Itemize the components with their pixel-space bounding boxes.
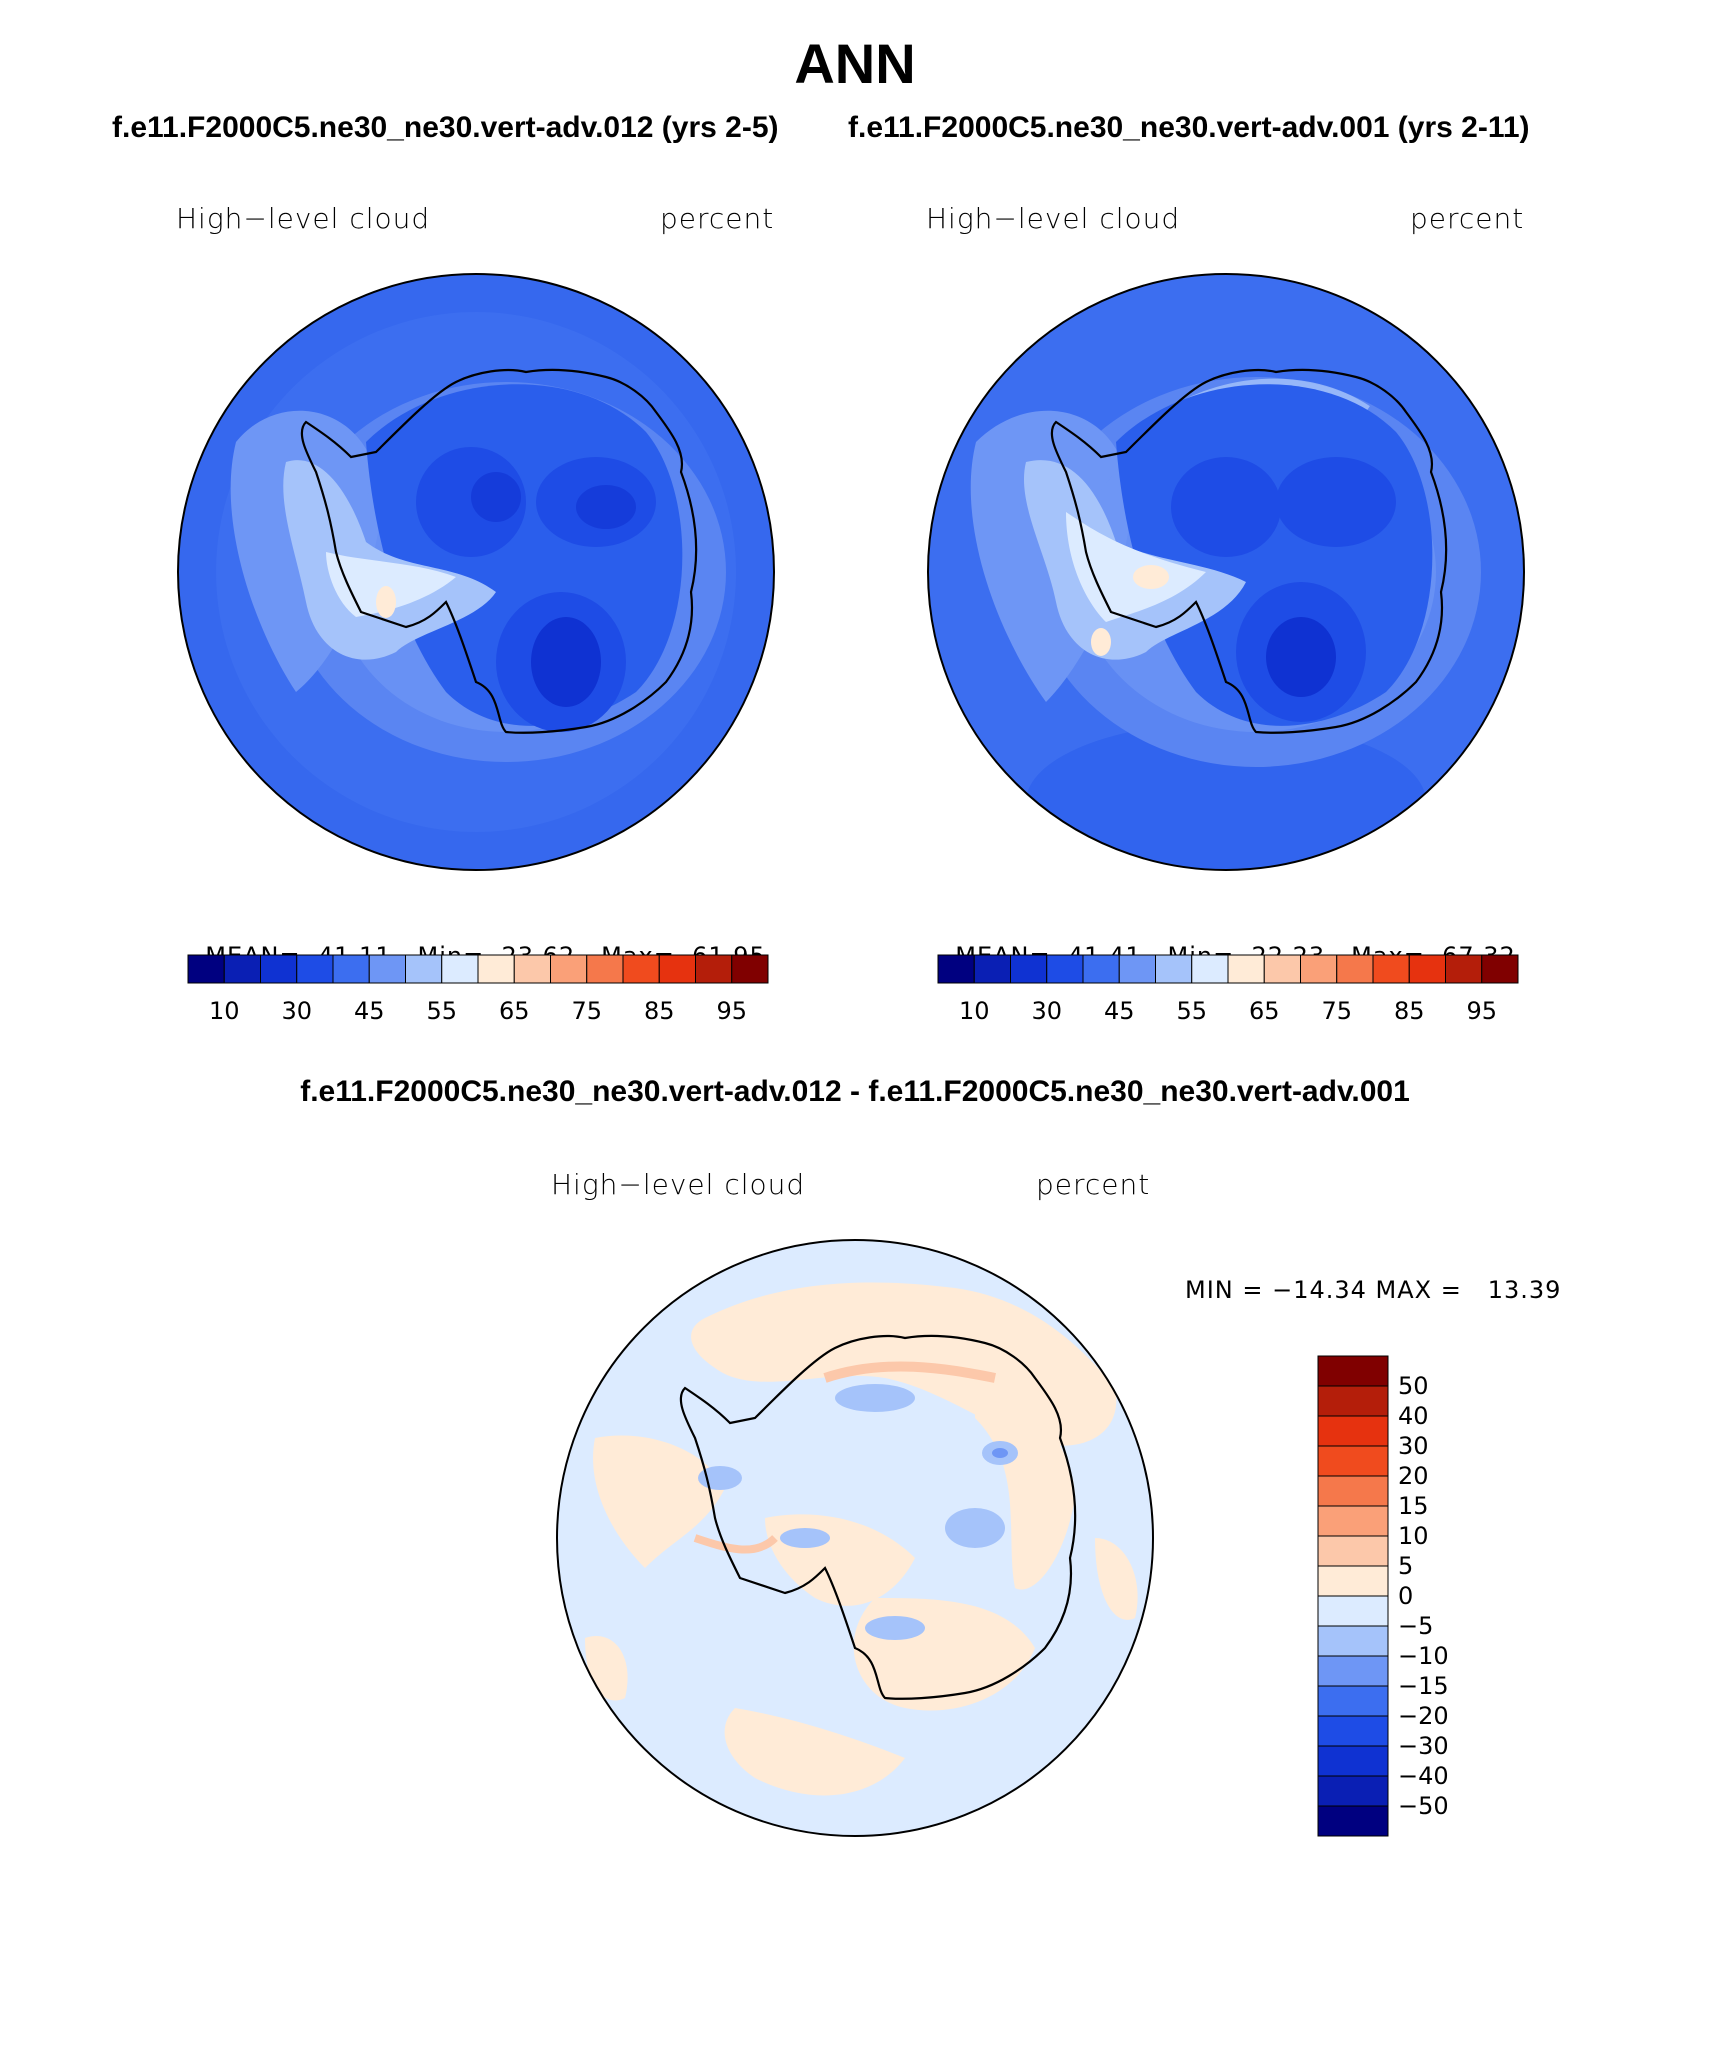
panel-1-polar-map — [177, 273, 775, 871]
panel-2-colorbar-swatch — [1300, 954, 1338, 984]
diff-variable-label: High−level cloud — [551, 1168, 806, 1201]
diff-colorbar-tick-label: 15 — [1398, 1492, 1429, 1520]
diff-minmax: MIN = −14.34 MAX = 13.39 — [1185, 1276, 1562, 1304]
diff-title: f.e11.F2000C5.ne30_ne30.vert-adv.012 - f… — [300, 1075, 1410, 1108]
diff-colorbar-swatch — [1317, 1805, 1389, 1837]
panel-1-colorbar-tick-label: 85 — [644, 997, 675, 1025]
panel-1-colorbar-swatch — [477, 954, 515, 984]
panel-1-colorbar-swatch — [405, 954, 443, 984]
diff-colorbar-swatch — [1317, 1505, 1389, 1537]
panel-1-colorbar-swatch — [731, 954, 769, 984]
panel-2-colorbar-swatch — [973, 954, 1011, 984]
diff-colorbar-tick-label: −20 — [1398, 1702, 1449, 1730]
diff-colorbar-swatch — [1317, 1565, 1389, 1597]
panel-2-colorbar-swatch — [1445, 954, 1483, 984]
panel-2-colorbar-swatch — [1227, 954, 1265, 984]
diff-units-label: percent — [1036, 1168, 1151, 1201]
panel-2-colorbar-swatch — [1118, 954, 1156, 984]
panel-1-colorbar-swatch — [586, 954, 624, 984]
diff-colorbar-tick-label: 20 — [1398, 1462, 1429, 1490]
panel-1-colorbar-swatch — [260, 954, 298, 984]
panel-2-colorbar-swatch — [1481, 954, 1519, 984]
panel-2-colorbar-swatch — [1191, 954, 1229, 984]
diff-colorbar-tick-label: −10 — [1398, 1642, 1449, 1670]
panel-2-units-label: percent — [1410, 202, 1525, 235]
panel-1-colorbar-tick-label: 65 — [499, 997, 530, 1025]
panel-1-colorbar-tick-label: 45 — [354, 997, 385, 1025]
panel-2-polar-map — [927, 273, 1525, 871]
panel-1-colorbar-swatch — [187, 954, 225, 984]
diff-polar-map — [556, 1239, 1154, 1837]
diff-colorbar-swatch — [1317, 1625, 1389, 1657]
panel-1-colorbar-swatch — [622, 954, 660, 984]
panel-2-colorbar-swatch — [1408, 954, 1446, 984]
panel-2-colorbar-tick-label: 95 — [1466, 997, 1497, 1025]
diff-colorbar-swatch — [1317, 1745, 1389, 1777]
diff-colorbar-swatch — [1317, 1415, 1389, 1447]
diff-colorbar-tick-label: −50 — [1398, 1792, 1449, 1820]
panel-1-colorbar-tick-label: 95 — [716, 997, 747, 1025]
panel-1-colorbar-swatch — [296, 954, 334, 984]
panel-1-variable-label: High−level cloud — [176, 202, 431, 235]
diff-colorbar-swatch — [1317, 1715, 1389, 1747]
panel-1-colorbar-swatch — [441, 954, 479, 984]
diff-colorbar-swatch — [1317, 1655, 1389, 1687]
panel-2-colorbar-swatch — [1336, 954, 1374, 984]
panel-2-colorbar-tick-label: 30 — [1031, 997, 1062, 1025]
panel-2-colorbar-swatch — [1010, 954, 1048, 984]
diff-colorbar-swatch — [1317, 1475, 1389, 1507]
panel-2-colorbar-swatch — [1082, 954, 1120, 984]
panel-2-colorbar-tick-label: 85 — [1394, 997, 1425, 1025]
panel-2-variable-label: High−level cloud — [926, 202, 1181, 235]
panel-2-colorbar-tick-label: 65 — [1249, 997, 1280, 1025]
diff-colorbar-tick-label: 40 — [1398, 1402, 1429, 1430]
panel-1-colorbar-swatch — [550, 954, 588, 984]
panel-2-colorbar-tick-label: 75 — [1321, 997, 1352, 1025]
panel-2-colorbar-tick-label: 10 — [959, 997, 990, 1025]
main-title: ANN — [794, 32, 916, 95]
panel-1-colorbar-tick-label: 30 — [281, 997, 312, 1025]
panel-2-colorbar-tick-label: 55 — [1176, 997, 1207, 1025]
panel-1-colorbar-swatch — [658, 954, 696, 984]
panel-2-colorbar-tick-label: 45 — [1104, 997, 1135, 1025]
panel-1-colorbar-tick-label: 75 — [571, 997, 602, 1025]
panel-1-colorbar-tick-label: 10 — [209, 997, 240, 1025]
panel-1-colorbar-swatch — [223, 954, 261, 984]
panel-1-colorbar-swatch — [513, 954, 551, 984]
diff-colorbar-swatch — [1317, 1775, 1389, 1807]
panel-2-colorbar-swatch — [1372, 954, 1410, 984]
panel-1-units-label: percent — [660, 202, 775, 235]
diff-colorbar-tick-label: 50 — [1398, 1372, 1429, 1400]
panel-2-colorbar-swatch — [1046, 954, 1084, 984]
panel-1-colorbar-swatch — [332, 954, 370, 984]
diff-colorbar-swatch — [1317, 1595, 1389, 1627]
diff-colorbar-tick-label: −30 — [1398, 1732, 1449, 1760]
panel-2-case-title: f.e11.F2000C5.ne30_ne30.vert-adv.001 (yr… — [848, 111, 1530, 144]
panel-1-colorbar: 10 30 45 55 65 75 85 95 — [187, 954, 769, 1025]
panel-2-colorbar-swatch — [937, 954, 975, 984]
diff-colorbar-tick-label: 30 — [1398, 1432, 1429, 1460]
panel-2-colorbar-swatch — [1155, 954, 1193, 984]
diff-colorbar-tick-label: −15 — [1398, 1672, 1449, 1700]
diff-colorbar-tick-label: −40 — [1398, 1762, 1449, 1790]
diff-colorbar-swatch — [1317, 1685, 1389, 1717]
diff-colorbar-swatch — [1317, 1445, 1389, 1477]
panel-1-colorbar-swatch — [695, 954, 733, 984]
diff-colorbar-tick-label: 0 — [1398, 1582, 1413, 1610]
panel-1-colorbar-tick-label: 55 — [426, 997, 457, 1025]
diff-colorbar-swatch — [1317, 1385, 1389, 1417]
panel-1-colorbar-swatch — [368, 954, 406, 984]
diff-colorbar-tick-label: −5 — [1398, 1612, 1433, 1640]
diff-colorbar-tick-label: 5 — [1398, 1552, 1413, 1580]
panel-2-colorbar: 10 30 45 55 65 75 85 95 — [937, 954, 1519, 1025]
panel-1-case-title: f.e11.F2000C5.ne30_ne30.vert-adv.012 (yr… — [112, 111, 779, 144]
diff-colorbar-tick-label: 10 — [1398, 1522, 1429, 1550]
diff-colorbar-swatch — [1317, 1355, 1389, 1387]
diff-colorbar-swatch — [1317, 1535, 1389, 1567]
panel-2-colorbar-swatch — [1263, 954, 1301, 984]
